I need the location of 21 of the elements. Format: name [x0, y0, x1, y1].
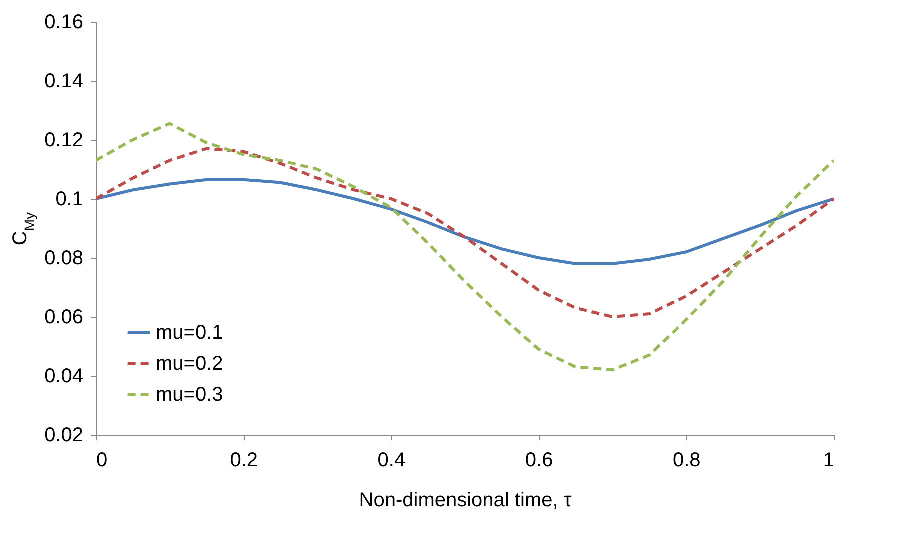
y-tick-label: 0.14 [44, 70, 84, 92]
line-series [96, 122, 834, 372]
y-tick-label: 0.08 [44, 248, 84, 270]
y-tick-label: 0.16 [44, 12, 84, 34]
legend-label: mu=0.2 [156, 353, 224, 375]
x-tick-label: 0.4 [378, 450, 406, 472]
line-series [96, 178, 834, 266]
legend-label: mu=0.1 [156, 322, 224, 344]
line-series [96, 147, 834, 318]
x-axis-title: Non-dimensional time, τ [359, 490, 572, 512]
y-tick-label: 0.1 [56, 188, 84, 210]
y-tick-label: 0.04 [44, 366, 84, 388]
x-tick-label: 0.6 [525, 450, 554, 472]
x-tick-label: 0.8 [672, 450, 701, 472]
x-tick-label: 0 [96, 450, 108, 472]
y-tick-label: 0.12 [44, 130, 84, 152]
legend-label: mu=0.3 [156, 384, 224, 406]
x-tick-label: 0.2 [230, 450, 258, 472]
x-tick-label: 1 [823, 450, 834, 472]
y-tick-label: 0.06 [44, 306, 84, 328]
y-tick-label: 0.02 [44, 424, 84, 446]
